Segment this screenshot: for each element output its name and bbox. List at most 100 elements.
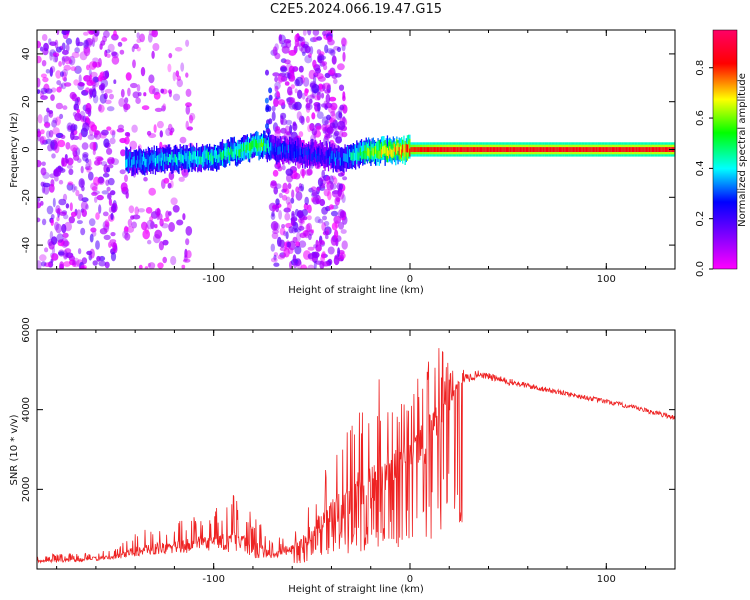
heatmap-ridge-cell <box>225 143 227 160</box>
heatmap-noise-cell <box>294 88 298 94</box>
heatmap-noise-cell <box>136 46 141 52</box>
heatmap-ridge-cell <box>385 147 387 156</box>
heatmap-noise-cell <box>334 229 339 239</box>
heatmap-ridge-cell <box>641 147 643 152</box>
heatmap-noise-cell <box>335 111 343 120</box>
heatmap-noise-cell <box>336 46 342 53</box>
heatmap-ridge-cell <box>252 139 254 148</box>
heatmap-noise-cell <box>298 185 304 192</box>
heatmap-noise-cell <box>296 111 302 121</box>
heatmap-ridge-cell <box>271 143 273 152</box>
heatmap-ridge-cell <box>634 147 636 152</box>
heatmap-noise-cell <box>141 221 148 231</box>
heatmap-noise-cell <box>132 91 140 99</box>
heatmap-noise-cell <box>49 41 57 46</box>
heatmap-ridge-cell <box>528 147 530 152</box>
heatmap-noise-cell <box>125 72 132 81</box>
heatmap-ridge-cell <box>492 147 495 152</box>
heatmap-ridge-cell <box>501 147 503 152</box>
heatmap-ridge-cell <box>438 147 440 152</box>
heatmap-ridge-cell <box>662 147 664 152</box>
heatmap-ridge-cell <box>353 152 356 161</box>
heatmap-noise-cell <box>280 112 287 120</box>
heatmap-noise-cell <box>153 91 161 100</box>
heatmap-ridge-cell <box>470 147 472 152</box>
heatmap-noise-cell <box>62 105 68 110</box>
heatmap-ridge-cell <box>583 147 585 152</box>
heatmap-noise-cell <box>325 30 334 35</box>
heatmap-ridge-cell <box>313 149 316 158</box>
heatmap-noise-cell <box>85 107 91 115</box>
heatmap-ridge-cell <box>536 147 538 152</box>
heatmap-ridge-cell <box>260 138 263 147</box>
heatmap-ridge-cell <box>125 150 127 167</box>
heatmap-ridge-cell <box>326 150 329 159</box>
heatmap-ridge-cell <box>352 151 354 160</box>
heatmap-noise-cell <box>163 177 170 184</box>
heatmap-ridge-cell <box>212 155 214 164</box>
heatmap-noise-cell <box>279 227 286 236</box>
heatmap-ridge-cell <box>409 138 411 155</box>
heatmap-noise-cell <box>111 33 119 41</box>
heatmap-noise-cell <box>318 55 327 61</box>
heatmap-ridge-cell <box>230 146 232 155</box>
heatmap-noise-cell <box>284 241 288 249</box>
heatmap-noise-cell <box>297 89 303 100</box>
heatmap-ridge-cell <box>164 153 166 162</box>
heatmap-ridge-cell <box>456 147 458 152</box>
heatmap-noise-cell <box>110 242 117 247</box>
heatmap-ridge-cell <box>244 143 246 160</box>
heatmap-ridge-cell <box>139 159 141 168</box>
heatmap-noise-cell <box>117 41 123 47</box>
heatmap-noise-cell <box>40 87 48 95</box>
heatmap-noise-cell <box>116 128 125 133</box>
heatmap-noise-cell <box>80 264 87 269</box>
heatmap-noise-cell <box>273 254 277 261</box>
heatmap-noise-cell <box>98 103 102 112</box>
heatmap-ridge-cell <box>254 139 257 148</box>
heatmap-ridge-cell <box>245 144 247 153</box>
heatmap-noise-cell <box>316 36 323 41</box>
heatmap-ridge-cell <box>318 153 320 162</box>
heatmap-ridge-cell <box>293 151 296 160</box>
heatmap-noise-cell <box>57 139 66 148</box>
heatmap-ridge-cell <box>550 147 552 152</box>
heatmap-noise-cell <box>282 182 288 193</box>
heatmap-noise-cell <box>153 233 161 244</box>
heatmap-ridge-cell <box>406 144 409 153</box>
heatmap-ridge-cell <box>312 151 314 160</box>
heatmap-noise-cell <box>326 48 335 54</box>
heatmap-ridge-cell <box>527 147 529 152</box>
heatmap-noise-cell <box>342 176 348 181</box>
heatmap-ridge-cell <box>348 150 350 159</box>
x-tick-label: 0 <box>407 574 413 585</box>
heatmap-noise-cell <box>71 183 76 193</box>
heatmap-ridge-cell <box>276 146 278 155</box>
heatmap-ridge-cell <box>647 147 649 152</box>
heatmap-noise-cell <box>43 42 49 52</box>
heatmap-noise-cell <box>341 240 348 250</box>
heatmap-ridge-cell <box>530 147 532 152</box>
heatmap-ridge-cell <box>613 147 615 152</box>
heatmap-noise-cell <box>271 211 275 217</box>
heatmap-noise-cell <box>41 34 48 41</box>
heatmap-noise-cell <box>42 182 51 188</box>
heatmap-ridge-cell <box>629 147 631 152</box>
heatmap-noise-cell <box>87 30 93 34</box>
heatmap-ridge-cell <box>415 147 417 152</box>
heatmap-ridge-cell <box>393 143 396 152</box>
heatmap-noise-cell <box>77 41 84 47</box>
heatmap-ridge-cell <box>541 147 543 152</box>
heatmap-ridge-cell <box>134 159 137 168</box>
heatmap-noise-cell <box>281 194 288 201</box>
heatmap-ridge-cell <box>188 151 191 160</box>
heatmap-ridge-cell <box>552 147 555 152</box>
heatmap-noise-cell <box>109 137 116 145</box>
heatmap-noise-cell <box>285 168 294 176</box>
heatmap-noise-cell <box>120 182 128 192</box>
heatmap-ridge-cell <box>602 147 604 152</box>
heatmap-noise-cell <box>270 257 278 263</box>
heatmap-noise-cell <box>304 55 313 64</box>
heatmap-ridge-cell <box>472 147 475 152</box>
heatmap-ridge-cell <box>133 156 135 165</box>
